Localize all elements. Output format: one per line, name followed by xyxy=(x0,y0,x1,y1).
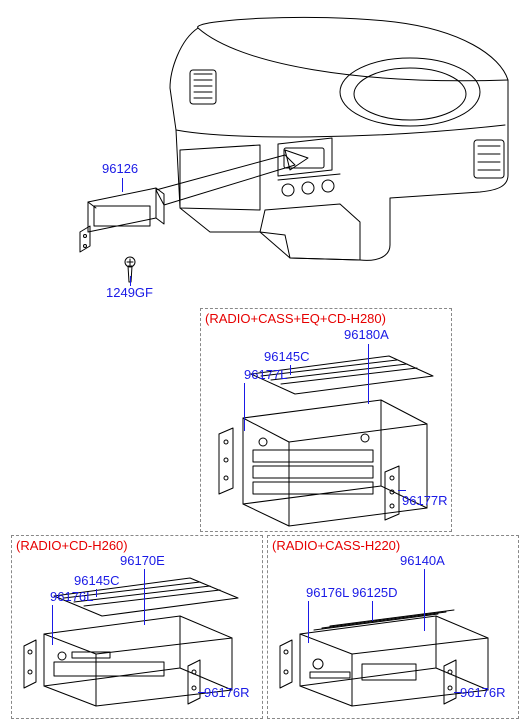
leader-96177L xyxy=(244,383,245,431)
label-96145C-g1: 96145C xyxy=(264,350,310,363)
label-96126: 96126 xyxy=(102,162,138,175)
leader-96176L-g2 xyxy=(52,605,53,645)
label-96176R-g3: 96176R xyxy=(460,686,506,699)
label-1249GF: 1249GF xyxy=(106,286,153,299)
leader-96126 xyxy=(122,178,123,192)
label-96176R-g2: 96176R xyxy=(204,686,250,699)
leader-96125D xyxy=(372,601,373,621)
leader-96176L-g3 xyxy=(308,601,309,643)
leader-96176R-g2 xyxy=(198,692,206,693)
leader-96145C-g2 xyxy=(96,589,97,597)
leader-1249GF xyxy=(130,276,131,286)
label-96140A: 96140A xyxy=(400,554,445,567)
group-title-h260: (RADIO+CD-H260) xyxy=(16,539,128,552)
leader-96170E xyxy=(144,569,145,625)
label-96125D: 96125D xyxy=(352,586,398,599)
label-96145C-g2: 96145C xyxy=(74,574,120,587)
label-96170E: 96170E xyxy=(120,554,165,567)
label-96177R: 96177R xyxy=(402,494,448,507)
leader-96145C-g1 xyxy=(290,365,291,375)
label-96177L: 96177L xyxy=(244,368,287,381)
dashboard-illustration xyxy=(60,10,520,300)
group-title-h280: (RADIO+CASS+EQ+CD-H280) xyxy=(205,312,386,325)
leader-96176R-g3 xyxy=(454,692,462,693)
label-96176L-g2: 96176L xyxy=(50,590,93,603)
leader-96180A xyxy=(368,344,369,404)
label-96180A: 96180A xyxy=(344,328,389,341)
leader-96140A xyxy=(424,569,425,631)
group-title-h220: (RADIO+CASS-H220) xyxy=(272,539,400,552)
leader-96177R xyxy=(398,490,406,491)
label-96176L-g3: 96176L xyxy=(306,586,349,599)
parts-diagram: 96126 1249GF (RADIO+CASS+EQ+CD-H280) xyxy=(0,0,532,727)
